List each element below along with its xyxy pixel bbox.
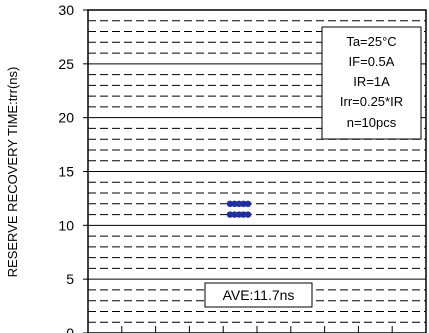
y-tick-labels: 0 5 10 15 20 25 30 (58, 2, 74, 333)
conditions-box-frame (321, 26, 422, 140)
y-tick-label: 30 (58, 2, 74, 18)
condition-ta: Ta=25°C (346, 34, 396, 49)
x-ticks (121, 326, 393, 333)
data-point (244, 200, 252, 207)
data-point (226, 200, 234, 207)
data-point (226, 211, 234, 218)
condition-ir: IR=1A (353, 74, 390, 89)
data-point (231, 200, 238, 207)
condition-irr: Irr=0.25*IR (340, 94, 403, 109)
average-box-frame (204, 282, 313, 308)
y-tick-label: 0 (66, 325, 74, 333)
condition-if: IF=0.5A (349, 54, 395, 69)
y-tick-label: 10 (58, 217, 74, 233)
data-point (231, 211, 238, 218)
data-point (240, 211, 247, 218)
data-point (244, 211, 252, 218)
data-point (235, 211, 243, 218)
average-box: AVE:11.7ns (204, 282, 313, 308)
y-tick-label: 5 (66, 271, 74, 287)
average-label: AVE:11.7ns (223, 287, 295, 303)
data-points (226, 200, 252, 218)
y-ticks (83, 9, 88, 333)
y-tick-label: 20 (58, 110, 74, 126)
y-tick-label: 25 (58, 56, 74, 72)
data-point (235, 200, 243, 207)
conditions-box: Ta=25°C IF=0.5A IR=1A Irr=0.25*IR n=10pc… (321, 26, 422, 140)
data-point (240, 200, 247, 207)
y-tick-label: 15 (58, 164, 74, 180)
condition-n: n=10pcs (347, 115, 397, 130)
y-axis-title: RESERVE RECOVERY TIME:trr(ns) (5, 67, 20, 278)
